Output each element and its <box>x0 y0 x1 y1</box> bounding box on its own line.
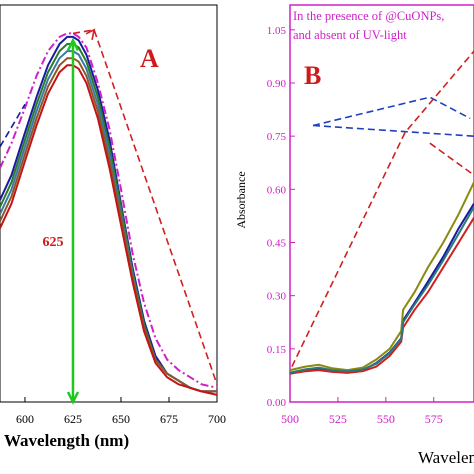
panel-b-y-tick-label: 0.60 <box>267 184 287 196</box>
panel-b-dashed-annotation-line <box>429 142 474 176</box>
panel-b-x-axis-label: Wavelen <box>418 448 474 467</box>
panel-a-x-tick-label: 650 <box>112 412 130 426</box>
panel-a-x-tick-label: 700 <box>208 412 226 426</box>
panel-a-series-line <box>0 64 218 396</box>
panel-b-y-tick-label: 1.05 <box>267 25 287 37</box>
panel-a-plot-frame <box>0 4 218 403</box>
panel-b-series-line <box>289 206 474 374</box>
panel-b-x-tick-label: 525 <box>329 412 347 426</box>
panel-b-x-tick-label: 500 <box>281 412 299 426</box>
peak-marker-arrowhead-bottom <box>66 391 80 405</box>
panel-b-dashed-annotation-line <box>312 124 474 137</box>
panel-a-dashed-annotation-line <box>0 103 26 148</box>
panel-b-series-line <box>289 217 474 375</box>
panel-a-x-tick-label: 600 <box>16 412 34 426</box>
panel-b-legend-line-2: and absent of UV-light <box>293 28 407 42</box>
panel-b-series-line <box>289 181 474 372</box>
panel-b-legend-line-1: In the presence of @CuONPs, <box>293 9 444 23</box>
panel-a-x-tick-label: 625 <box>64 412 82 426</box>
panel-b-label: B <box>304 61 321 90</box>
panel-b-y-tick-label: 0.45 <box>267 237 287 249</box>
panel-b-y-axis-label: Absorbance <box>234 171 248 228</box>
panel-a-label: A <box>140 44 159 73</box>
panel-b-plot-frame <box>289 4 474 403</box>
panel-a: 600 625 650 675 700 625 A Wavelength (nm) <box>0 4 226 450</box>
panel-b-y-tick-label: 0.75 <box>267 131 287 143</box>
panel-b-dashed-annotation-line <box>291 50 474 367</box>
red-dashed-arrowhead <box>85 28 96 40</box>
panel-b-x-tick-label: 575 <box>425 412 443 426</box>
panel-a-x-tick-label: 675 <box>160 412 178 426</box>
panel-a-x-axis-label: Wavelength (nm) <box>4 431 129 450</box>
peak-marker-arrowhead-top <box>66 37 80 52</box>
panel-b-y-tick-label: 0.00 <box>267 397 287 409</box>
panel-b-y-tick-label: 0.15 <box>267 344 287 356</box>
panel-b-x-tick-label: 550 <box>377 412 395 426</box>
panel-b: 500 525 550 575 0.00 0.15 0.30 0.45 0.60 0.75 0.90… <box>234 4 474 467</box>
panel-a-series-line <box>0 57 217 393</box>
panel-b-y-tick-label: 0.90 <box>267 78 287 90</box>
panel-a-series-line <box>0 32 218 389</box>
panel-b-y-tick-label: 0.30 <box>267 291 287 303</box>
peak-wavelength-label: 625 <box>42 235 63 250</box>
